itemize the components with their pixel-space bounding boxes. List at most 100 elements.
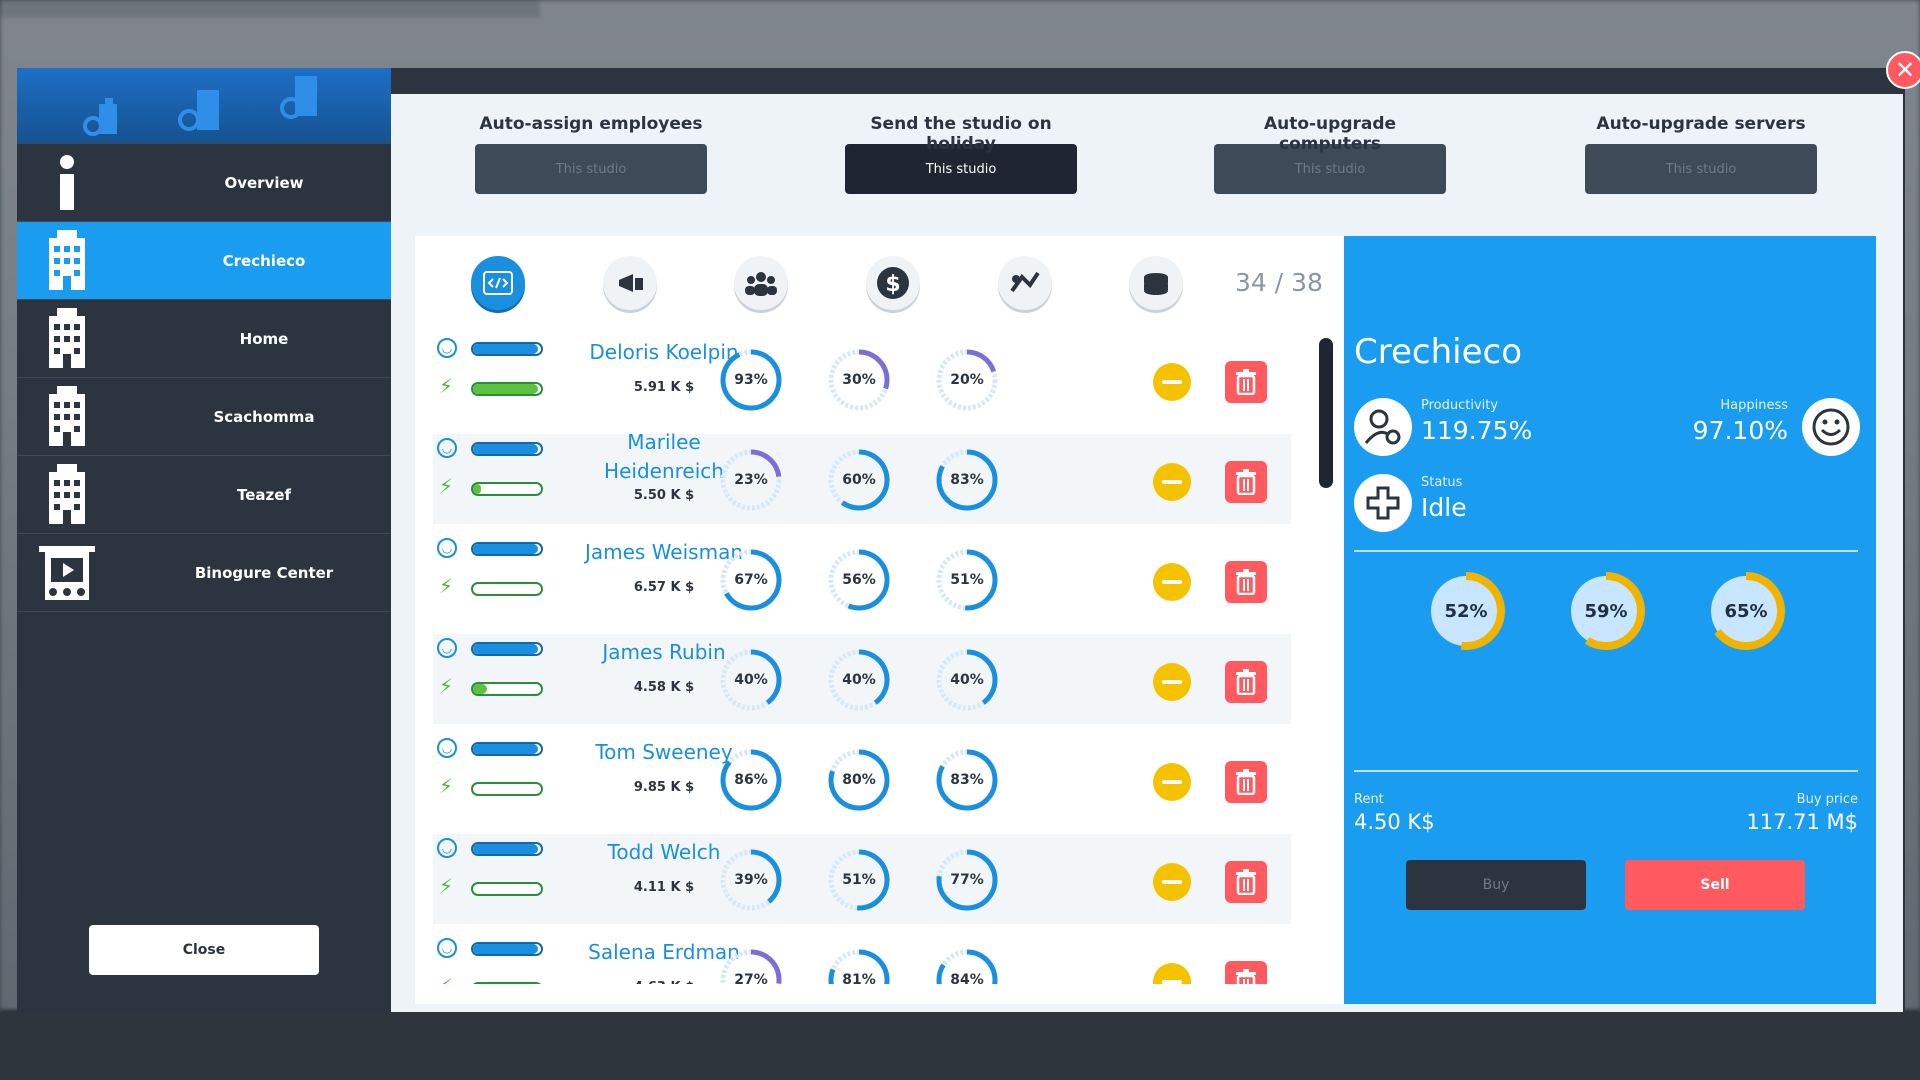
tab-development[interactable]	[471, 256, 525, 310]
energy-bar	[471, 982, 543, 984]
energy-bar-fill	[473, 384, 538, 394]
auto-upgrade-computers-option: Auto-upgrade computers This studio	[1214, 114, 1446, 194]
productivity-label: Productivity	[1421, 398, 1499, 413]
unassign-button[interactable]	[1153, 563, 1191, 601]
ring-value: 52%	[1444, 600, 1488, 622]
skill-value: 81%	[842, 972, 876, 984]
employee-name[interactable]: James Weisman	[584, 540, 744, 564]
fire-button[interactable]	[1225, 561, 1267, 603]
employee-count: 34 / 38	[1235, 268, 1323, 297]
auto-upgrade-computers-button[interactable]: This studio	[1214, 144, 1446, 194]
tab-finance[interactable]: $	[866, 256, 920, 310]
skill-ring-chart	[720, 649, 782, 711]
holiday-option: Send the studio on holiday This studio	[845, 114, 1077, 194]
fire-button[interactable]	[1225, 661, 1267, 703]
employee-name[interactable]: Marilee Heidenreich	[604, 430, 724, 483]
auto-upgrade-servers-button[interactable]: This studio	[1585, 144, 1817, 194]
happiness-bar	[471, 442, 543, 456]
fire-button[interactable]	[1225, 361, 1267, 403]
sidebar-item-label: Teazef	[237, 485, 291, 504]
unassign-button[interactable]	[1153, 663, 1191, 701]
unassign-button[interactable]	[1153, 963, 1191, 984]
unassign-button[interactable]	[1153, 463, 1191, 501]
energy-icon: ⚡	[439, 774, 454, 798]
sidebar-item-overview[interactable]: Overview	[17, 143, 391, 221]
skill-ring-chart	[720, 549, 782, 611]
fire-button[interactable]	[1225, 861, 1267, 903]
energy-icon: ⚡	[439, 874, 454, 898]
sidebar-item-label: Overview	[224, 173, 304, 192]
sell-button[interactable]: Sell	[1625, 860, 1805, 910]
holiday-button[interactable]: This studio	[845, 144, 1077, 194]
skill-value: 30%	[842, 372, 876, 388]
list-scrollbar[interactable]	[1319, 338, 1333, 488]
buy-button[interactable]: Buy	[1406, 860, 1586, 910]
skill-value: 86%	[734, 772, 768, 788]
employee-name[interactable]: Tom Sweeney	[595, 740, 733, 764]
sidebar-item-home[interactable]: Home	[17, 299, 391, 377]
building-icon	[49, 308, 85, 368]
trash-icon	[1236, 969, 1256, 984]
tab-servers[interactable]	[1129, 256, 1183, 310]
employee-row[interactable]: ◡ ⚡ Tom Sweeney 9.85 K $ 86% 80% 83%	[433, 734, 1291, 824]
fire-button[interactable]	[1225, 461, 1267, 503]
skill-value: 40%	[950, 672, 984, 688]
sidebar: Overview Crechieco Home Scachomma	[17, 68, 391, 1012]
employee-row[interactable]: ◡ ⚡ James Weisman 6.57 K $ 67% 56% 51%	[433, 534, 1291, 624]
happiness-icon: ◡	[437, 438, 457, 458]
employee-salary: 4.63 K $	[553, 980, 775, 984]
sidebar-item-crechieco[interactable]: Crechieco	[17, 221, 391, 299]
option-title: Send the studio on holiday	[870, 114, 1052, 154]
employee-rows: ◡ ⚡ Deloris Koelpin 5.91 K $ 93% 30% 20% ◡ ⚡ Mari…	[433, 334, 1313, 984]
svg-text:$: $	[885, 272, 900, 297]
happiness-bar	[471, 842, 543, 856]
tab-support[interactable]	[998, 256, 1052, 310]
dollar-icon: $	[877, 267, 909, 299]
buildings-gear-icon	[83, 98, 117, 136]
employee-name[interactable]: James Rubin	[602, 640, 726, 664]
skill-ring-chart	[828, 449, 890, 511]
sidebar-item-scachomma[interactable]: Scachomma	[17, 377, 391, 455]
employee-row[interactable]: ◡ ⚡ Todd Welch 4.11 K $ 39% 51% 77%	[433, 834, 1291, 924]
happiness-value: 97.10%	[1692, 416, 1788, 445]
employee-row[interactable]: ◡ ⚡ James Rubin 4.58 K $ 40% 40% 40%	[433, 634, 1291, 724]
skill-ring-chart	[828, 349, 890, 411]
trash-icon	[1236, 669, 1256, 695]
happiness-bar	[471, 942, 543, 956]
close-button[interactable]: Close	[89, 925, 319, 975]
minus-icon	[1162, 980, 1182, 984]
unassign-button[interactable]	[1153, 363, 1191, 401]
sidebar-item-teazef[interactable]: Teazef	[17, 455, 391, 533]
minus-icon	[1162, 880, 1182, 884]
status-value: Idle	[1421, 493, 1467, 522]
employee-row[interactable]: ◡ ⚡ Deloris Koelpin 5.91 K $ 93% 30% 20%	[433, 334, 1291, 424]
happiness-bar-fill	[473, 444, 538, 454]
employee-list-panel: $ 34 / 38 ◡ ⚡ Deloris Koelpin 5.91 K $ 93% 30…	[415, 236, 1344, 1004]
employee-row[interactable]: ◡ ⚡ Marilee Heidenreich 5.50 K $ 23% 60% 83%	[433, 430, 1291, 524]
unassign-button[interactable]	[1153, 763, 1191, 801]
happiness-icon: ◡	[437, 538, 457, 558]
employee-name[interactable]: Todd Welch	[607, 840, 721, 864]
close-panel-button[interactable]: ✕	[1886, 51, 1920, 89]
skill-value: 77%	[950, 872, 984, 888]
game-bottom-toolbar	[0, 1012, 1920, 1080]
skill-value: 20%	[950, 372, 984, 388]
employee-salary: 5.50 K $	[633, 488, 695, 503]
employee-name[interactable]: Salena Erdman	[588, 940, 740, 964]
skill-value: 83%	[950, 772, 984, 788]
studio-ring-1: 52%	[1426, 571, 1506, 651]
auto-assign-button[interactable]: This studio	[475, 144, 707, 194]
happiness-bar-fill	[473, 544, 538, 554]
fire-button[interactable]	[1225, 761, 1267, 803]
tab-marketing[interactable]	[603, 256, 657, 310]
employee-name[interactable]: Deloris Koelpin	[589, 340, 739, 364]
employee-row[interactable]: ◡ ⚡ Salena Erdman 4.63 K $27% 81% 84%	[433, 934, 1291, 984]
skill-ring-chart	[720, 449, 782, 511]
tab-team[interactable]	[734, 256, 788, 310]
sidebar-item-binogure-center[interactable]: Binogure Center	[17, 533, 391, 612]
studio-ring-3: 65%	[1706, 571, 1786, 651]
happiness-icon: ◡	[437, 738, 457, 758]
fire-button[interactable]	[1225, 961, 1267, 984]
marketing-icon	[619, 274, 643, 292]
unassign-button[interactable]	[1153, 863, 1191, 901]
